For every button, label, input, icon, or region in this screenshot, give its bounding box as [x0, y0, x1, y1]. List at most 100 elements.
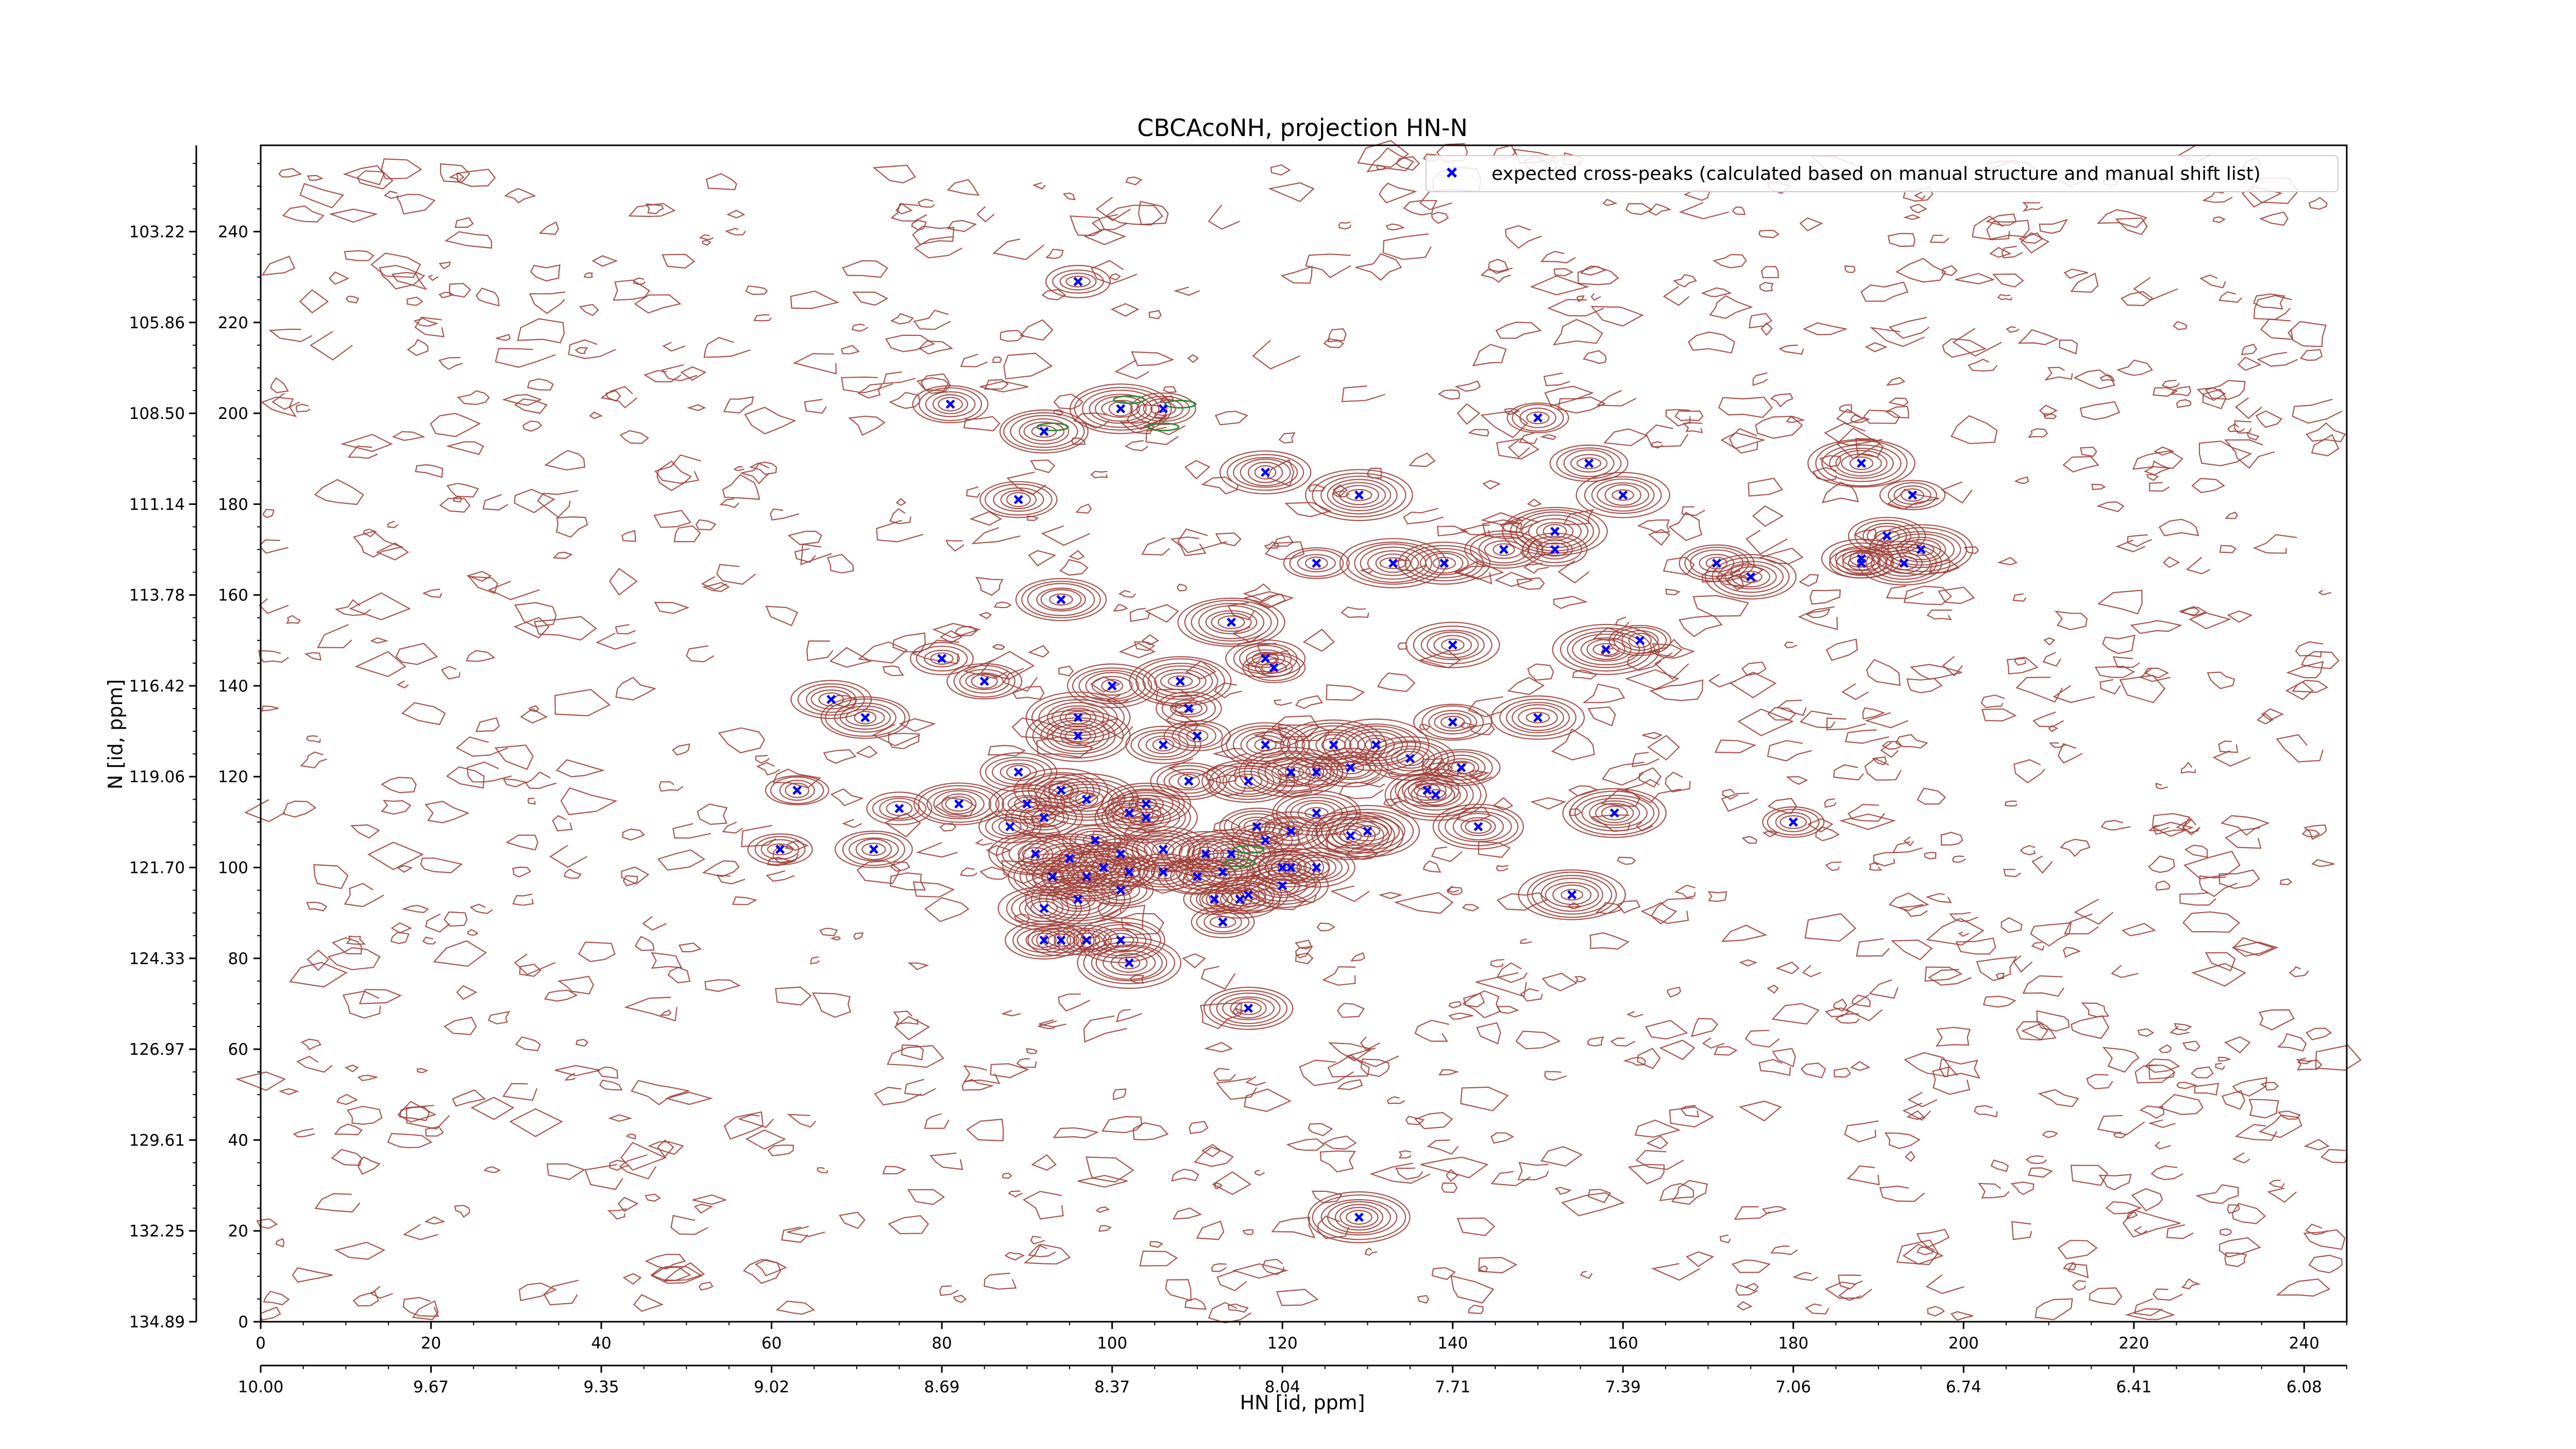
cross-peak-marker[interactable] — [1244, 777, 1253, 786]
cross-peak-marker[interactable] — [1635, 635, 1645, 645]
cross-peak-marker[interactable] — [1788, 817, 1798, 827]
cross-peak-marker[interactable] — [1261, 835, 1270, 845]
cross-peak-marker[interactable] — [1124, 958, 1134, 968]
cross-peak-marker[interactable] — [1116, 885, 1126, 895]
cross-peak-marker[interactable] — [1141, 799, 1151, 809]
cross-peak-marker[interactable] — [1261, 467, 1270, 477]
cross-peak-marker[interactable] — [937, 654, 947, 664]
cross-peak-marker[interactable] — [1056, 785, 1066, 795]
cross-peak-marker[interactable] — [1158, 740, 1168, 750]
cross-peak-marker[interactable] — [1882, 531, 1892, 541]
cross-peak-marker[interactable] — [954, 799, 964, 809]
cross-peak-marker[interactable] — [1269, 663, 1279, 672]
cross-peak-marker[interactable] — [1158, 845, 1168, 854]
cross-peak-marker[interactable] — [894, 803, 904, 813]
cross-peak-marker[interactable] — [1030, 849, 1040, 859]
cross-peak-marker[interactable] — [1184, 704, 1194, 714]
cross-peak-marker[interactable] — [1124, 808, 1134, 818]
cross-peak-marker[interactable] — [1388, 558, 1398, 568]
cross-peak-marker[interactable] — [1056, 595, 1066, 604]
cross-peak-marker[interactable] — [1533, 413, 1543, 423]
cross-peak-marker[interactable] — [1175, 677, 1185, 686]
cross-peak-marker[interactable] — [1286, 827, 1296, 836]
cross-peak-marker[interactable] — [1278, 881, 1287, 890]
plot-area[interactable] — [235, 140, 2362, 1324]
cross-peak-marker[interactable] — [1107, 681, 1117, 690]
cross-peak-marker[interactable] — [1158, 404, 1168, 414]
cross-peak-marker[interactable] — [1244, 1003, 1253, 1013]
cross-peak-marker[interactable] — [1584, 459, 1594, 468]
cross-peak-marker[interactable] — [1082, 872, 1092, 882]
cross-peak-marker[interactable] — [1005, 822, 1015, 832]
cross-peak-marker[interactable] — [1533, 713, 1543, 722]
cross-peak-marker[interactable] — [1746, 572, 1756, 582]
cross-peak-marker[interactable] — [1448, 717, 1458, 727]
cross-peak-marker[interactable] — [1116, 935, 1126, 945]
cross-peak-marker[interactable] — [1116, 849, 1126, 859]
cross-peak-marker[interactable] — [1039, 903, 1049, 913]
cross-peak-marker[interactable] — [1158, 867, 1168, 877]
cross-peak-marker[interactable] — [1899, 558, 1909, 568]
cross-peak-marker[interactable] — [1312, 808, 1321, 818]
cross-peak-marker[interactable] — [1286, 767, 1296, 777]
cross-peak-marker[interactable] — [1712, 558, 1722, 568]
cross-peak-marker[interactable] — [1073, 277, 1083, 287]
cross-peak-marker[interactable] — [1312, 767, 1321, 777]
cross-peak-marker[interactable] — [1312, 558, 1321, 568]
cross-peak-marker[interactable] — [1856, 554, 1866, 564]
cross-peak-marker[interactable] — [1346, 763, 1355, 772]
cross-peak-marker[interactable] — [1073, 731, 1083, 740]
cross-peak-marker[interactable] — [1192, 872, 1202, 882]
cross-peak-marker[interactable] — [1618, 490, 1628, 500]
cross-peak-marker[interactable] — [1439, 558, 1449, 568]
cross-peak-marker[interactable] — [860, 713, 870, 722]
cross-peak-marker[interactable] — [1209, 895, 1219, 904]
cross-peak-marker[interactable] — [979, 677, 989, 686]
cross-peak-marker[interactable] — [1218, 867, 1228, 877]
cross-peak-marker[interactable] — [1346, 831, 1355, 840]
cross-peak-marker[interactable] — [1252, 822, 1262, 832]
cross-peak-marker[interactable] — [1218, 917, 1228, 927]
cross-peak-marker[interactable] — [1916, 545, 1926, 554]
cross-peak-marker[interactable] — [1227, 849, 1236, 859]
cross-peak-marker[interactable] — [1261, 740, 1270, 750]
cross-peak-marker[interactable] — [1261, 654, 1270, 664]
cross-peak-marker[interactable] — [1456, 763, 1466, 772]
cross-peak-marker[interactable] — [1090, 835, 1100, 845]
cross-peak-marker[interactable] — [1227, 617, 1236, 627]
cross-peak-marker[interactable] — [1431, 790, 1440, 800]
cross-peak-marker[interactable] — [1184, 777, 1194, 786]
cross-peak-marker[interactable] — [1099, 863, 1109, 872]
cross-peak-marker[interactable] — [1082, 935, 1092, 945]
cross-peak-marker[interactable] — [1550, 545, 1560, 554]
cross-peak-marker[interactable] — [1908, 490, 1918, 500]
cross-peak-marker[interactable] — [1499, 545, 1509, 554]
cross-peak-marker[interactable] — [1244, 890, 1253, 900]
cross-peak-marker[interactable] — [1567, 890, 1577, 900]
cross-peak-marker[interactable] — [1856, 459, 1866, 468]
cross-peak-marker[interactable] — [1448, 640, 1458, 650]
cross-peak-marker[interactable] — [792, 785, 802, 795]
cross-peak-marker[interactable] — [1022, 799, 1032, 809]
cross-peak-marker[interactable] — [775, 845, 785, 854]
cross-peak-marker[interactable] — [1013, 767, 1023, 777]
cross-peak-marker[interactable] — [1039, 935, 1049, 945]
cross-peak-marker[interactable] — [1013, 495, 1023, 504]
cross-peak-marker[interactable] — [1047, 872, 1057, 882]
cross-peak-marker[interactable] — [1286, 863, 1296, 872]
cross-peak-marker[interactable] — [1354, 1212, 1364, 1222]
cross-peak-marker[interactable] — [826, 695, 836, 704]
cross-peak-marker[interactable] — [1082, 795, 1092, 804]
cross-peak-marker[interactable] — [1065, 853, 1075, 863]
cross-peak-marker[interactable] — [1473, 822, 1483, 832]
cross-peak-marker[interactable] — [1073, 713, 1083, 722]
cross-peak-marker[interactable] — [1609, 808, 1619, 818]
cross-peak-marker[interactable] — [1056, 935, 1066, 945]
cross-peak-marker[interactable] — [1601, 645, 1611, 654]
cross-peak-marker[interactable] — [945, 399, 955, 409]
cross-peak-marker[interactable] — [1405, 753, 1415, 763]
cross-peak-marker[interactable] — [1124, 867, 1134, 877]
cross-peak-marker[interactable] — [1363, 827, 1372, 836]
cross-peak-marker[interactable] — [1201, 849, 1211, 859]
cross-peak-marker[interactable] — [1192, 731, 1202, 740]
